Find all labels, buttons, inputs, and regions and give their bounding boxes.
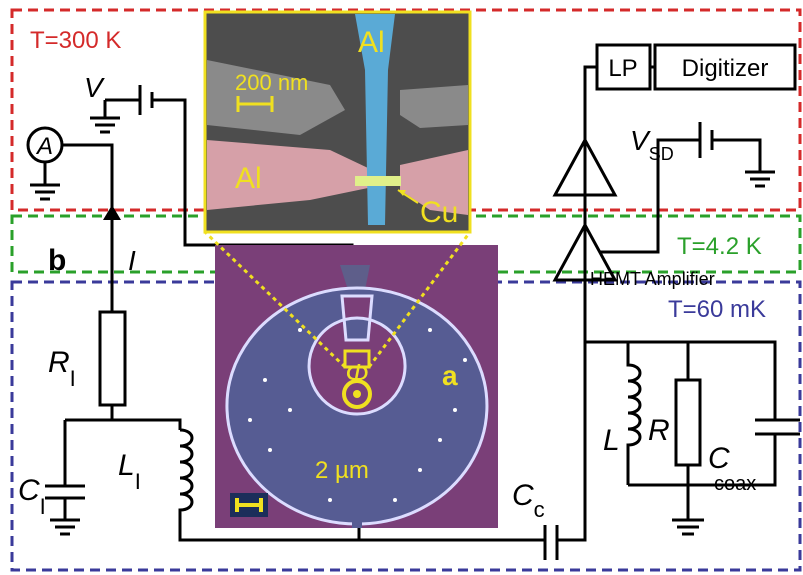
label-sub: I [135,469,141,494]
label-sub: I [70,366,76,391]
label: R [648,414,670,447]
label: HEMT Amplifier [590,269,715,289]
label-main: C [512,479,534,512]
label-main: R [48,346,70,379]
label: 200 nm [235,70,308,95]
label: Al [358,26,385,59]
label-main: C [18,474,40,507]
label: A [35,133,53,160]
label: L [603,424,620,457]
label-main: C [708,442,730,475]
label-main: L [118,449,135,482]
label: CI [18,474,46,519]
label: Cc [512,479,545,522]
figure: T=300 K T=4.2 K T=60 mK b V A I RI CI LI… [0,0,803,575]
label: LI [118,449,141,494]
label: I [128,245,136,276]
region-label: T=4.2 K [677,233,762,260]
panel-label: a [442,360,458,391]
label: Digitizer [682,55,769,82]
label-sub: coax [714,473,756,495]
label: 2 µm [315,457,369,484]
label: Φ [345,358,368,389]
right-circuit [555,45,800,534]
label: V [84,72,105,103]
label: Al [235,162,262,195]
label-sub: c [534,497,545,522]
label: RI [48,346,76,391]
label: LP [608,55,637,82]
panel-label: b [48,244,66,277]
label: VSD [630,125,674,164]
region-label: T=300 K [30,27,121,54]
label-sub: I [40,494,46,519]
region-label: T=60 mK [668,296,766,323]
label: Cu [420,196,458,229]
label-sub: SD [649,144,674,164]
